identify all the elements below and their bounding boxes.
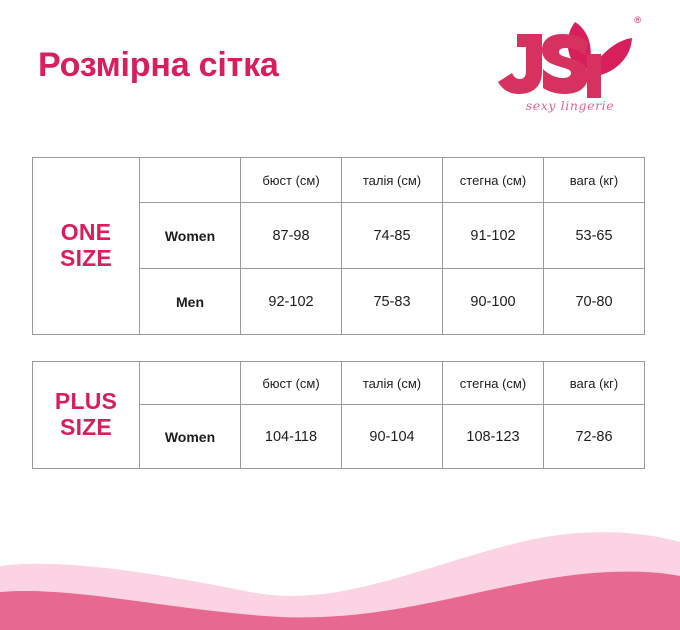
size-label-line1: ONE — [60, 219, 112, 246]
cell-women-bust: 87-98 — [240, 202, 342, 269]
wave-dark-band — [0, 571, 680, 630]
cell-men-waist: 75-83 — [341, 268, 443, 335]
column-header-hips: стегна (см) — [442, 361, 544, 405]
cell-women-hips: 108-123 — [442, 404, 544, 469]
jsy-logo: ® sexy lingerie — [495, 14, 645, 129]
size-label-line1: PLUS — [54, 388, 118, 415]
column-header-waist: талія (см) — [341, 157, 443, 203]
group-header-blank — [139, 361, 241, 405]
logo-tagline: sexy lingerie — [525, 98, 615, 113]
column-header-bust: бюст (см) — [240, 361, 342, 405]
column-header-hips: стегна (см) — [442, 157, 544, 203]
cell-women-weight: 53-65 — [543, 202, 645, 269]
jsy-logo-mark — [498, 22, 632, 98]
size-category-label: ONE SIZE — [32, 157, 140, 335]
column-header-weight: вага (кг) — [543, 361, 645, 405]
cell-men-hips: 90-100 — [442, 268, 544, 335]
table-row: ONE SIZE бюст (см) талія (см) стегна (см… — [32, 157, 645, 335]
one-size-table: ONE SIZE бюст (см) талія (см) стегна (см… — [32, 157, 645, 335]
table-row: PLUS SIZE бюст (см) талія (см) стегна (с… — [32, 361, 645, 469]
registered-trademark-icon: ® — [634, 15, 641, 25]
cell-women-waist: 90-104 — [341, 404, 443, 469]
cell-men-weight: 70-80 — [543, 268, 645, 335]
column-header-waist: талія (см) — [341, 361, 443, 405]
cell-men-bust: 92-102 — [240, 268, 342, 335]
size-label-line2: SIZE — [60, 414, 112, 440]
row-group-women: Women — [139, 404, 241, 469]
cell-women-hips: 91-102 — [442, 202, 544, 269]
page-title: Розмірна сітка — [38, 46, 279, 84]
plus-size-table: PLUS SIZE бюст (см) талія (см) стегна (с… — [32, 361, 645, 469]
group-header-blank — [139, 157, 241, 203]
wave-decoration — [0, 532, 680, 630]
page-header: Розмірна сітка ® sexy lingerie — [0, 0, 680, 150]
column-header-weight: вага (кг) — [543, 157, 645, 203]
table-row: Women 104-118 90-104 108-123 72-86 — [33, 404, 645, 469]
row-group-women: Women — [139, 202, 241, 269]
column-header-bust: бюст (см) — [240, 157, 342, 203]
table-row: Men 92-102 75-83 90-100 70-80 — [33, 268, 645, 335]
cell-women-waist: 74-85 — [341, 202, 443, 269]
size-category-label: PLUS SIZE — [32, 361, 140, 469]
row-group-men: Men — [139, 268, 241, 335]
cell-women-weight: 72-86 — [543, 404, 645, 469]
size-label-line2: SIZE — [60, 245, 112, 271]
cell-women-bust: 104-118 — [240, 404, 342, 469]
table-row: Women 87-98 74-85 91-102 53-65 — [33, 202, 645, 269]
